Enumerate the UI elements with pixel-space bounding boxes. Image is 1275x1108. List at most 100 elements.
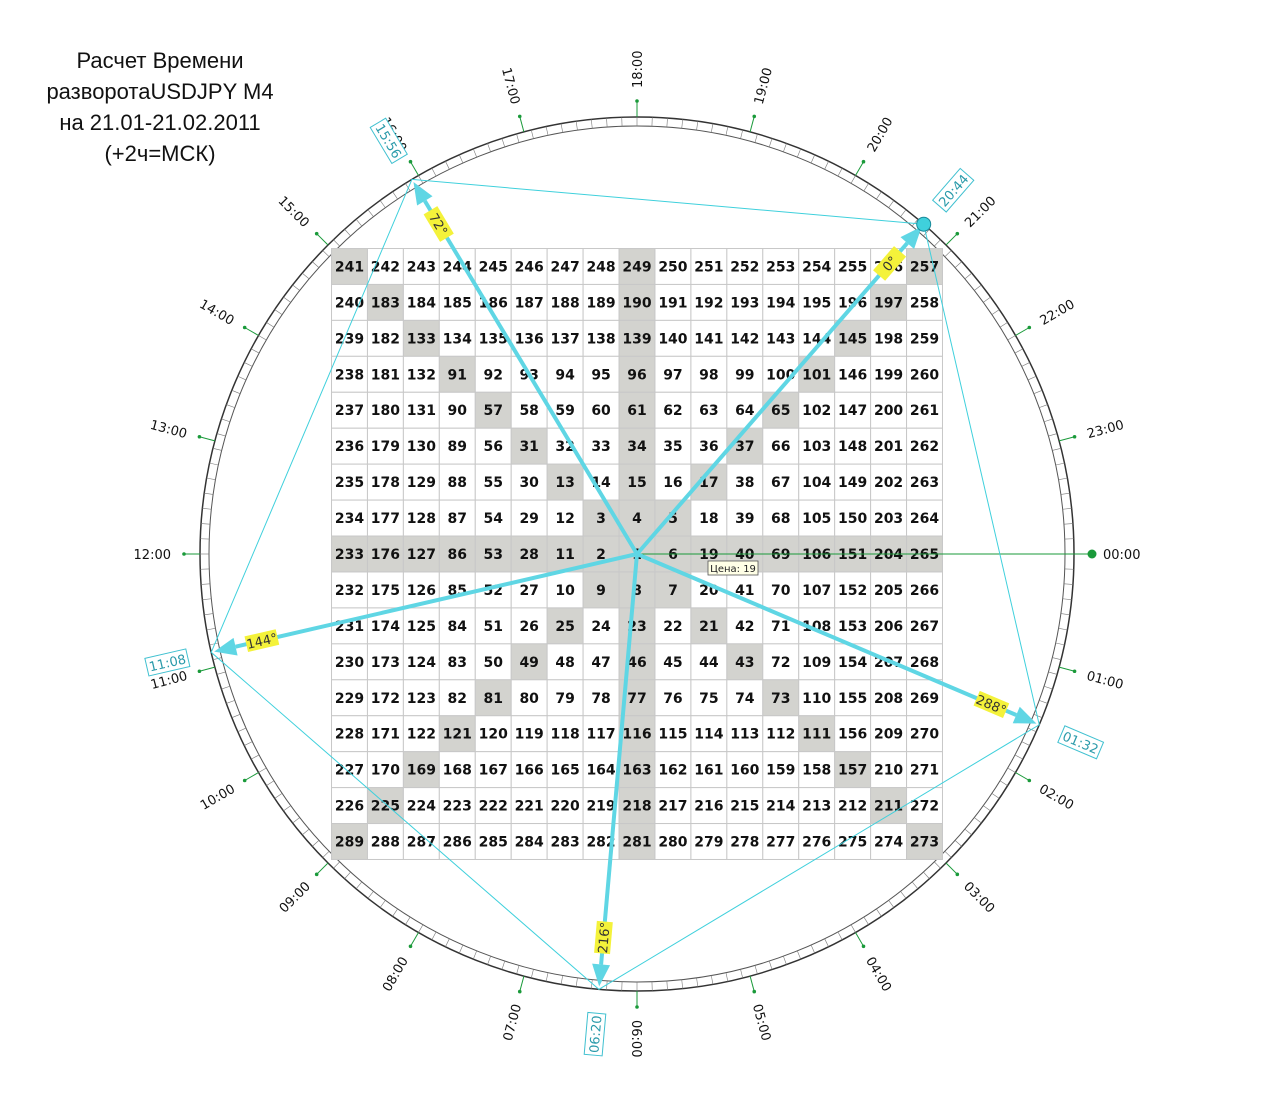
cell-number: 139 (622, 331, 651, 347)
cell-number: 289 (335, 835, 364, 851)
grid-cell (690, 715, 728, 753)
grid-cell (834, 607, 872, 645)
ring-tick (876, 908, 882, 917)
cell-number: 115 (658, 727, 687, 743)
grid-cell (438, 355, 476, 393)
cell-number: 116 (622, 727, 651, 743)
grid-cell (870, 283, 908, 321)
cell-number: 69 (771, 547, 790, 563)
grid-cell (546, 571, 584, 609)
cell-number: 53 (483, 547, 502, 563)
time-box (144, 648, 191, 677)
grid-cell (546, 643, 584, 681)
time-box (1057, 725, 1105, 760)
cell-number: 19 (699, 547, 718, 563)
grid-cell (726, 499, 764, 537)
hour-dot (752, 989, 757, 994)
grid-cell (726, 823, 764, 860)
cell-number: 183 (371, 295, 400, 311)
ring-tick (266, 322, 275, 328)
cell-number: 254 (802, 259, 831, 275)
ring-tick (999, 780, 1008, 786)
grid-cell (870, 823, 908, 860)
hour-tick (945, 233, 958, 246)
ring-tick (266, 780, 275, 786)
cell-number: 60 (591, 403, 611, 419)
cell-number: 77 (627, 691, 646, 707)
hour-tick (1015, 327, 1030, 336)
grid-cell (798, 643, 836, 681)
ring-tick (1048, 671, 1058, 675)
arrow-head (413, 181, 433, 206)
cell-number: 252 (730, 259, 759, 275)
cell-number: 63 (699, 403, 718, 419)
grid-cell (402, 463, 440, 501)
cell-number: 161 (694, 763, 723, 779)
cell-number: 3 (596, 511, 606, 527)
cell-number: 82 (448, 691, 467, 707)
cell-number: 143 (766, 331, 795, 347)
time-box (583, 1011, 607, 1057)
ring-tick (392, 191, 398, 200)
ring-tick (560, 123, 563, 133)
grid-cell (510, 715, 548, 753)
ring-tick (876, 191, 882, 200)
hour-label-group: 18:00 (631, 51, 646, 88)
ring-tick (202, 508, 212, 510)
hour-label-group: 02:00 (1036, 782, 1076, 814)
grid-cell (438, 643, 476, 681)
grid-cell (726, 463, 764, 501)
ring-tick (516, 133, 520, 143)
grid-cell (331, 715, 368, 753)
hour-dot (242, 778, 247, 783)
cell-number: 104 (802, 475, 831, 491)
ring-tick (1063, 523, 1073, 525)
ring-tick (606, 118, 608, 128)
ring-tick (725, 972, 729, 982)
grid-cell (870, 463, 908, 501)
hour-label: 13:00 (148, 418, 188, 442)
cell-number: 40 (735, 547, 755, 563)
cell-number: 233 (335, 547, 364, 563)
cell-number: 92 (483, 367, 502, 383)
ring-tick (302, 828, 310, 836)
cell-number: 178 (371, 475, 400, 491)
grid-cell (546, 715, 584, 753)
hour-dot (1027, 778, 1032, 783)
cell-number: 75 (699, 691, 718, 707)
hour-label-group: 03:00 (960, 879, 997, 916)
ring-tick (606, 980, 608, 990)
cell-number: 59 (555, 403, 574, 419)
grid-cell (870, 715, 908, 753)
hour-label: 07:00 (501, 1003, 525, 1043)
ring-tick (473, 950, 477, 960)
ring-tick (934, 861, 941, 869)
ring-tick (837, 931, 843, 940)
hour-label: 15:00 (275, 194, 312, 231)
ring-tick (392, 908, 398, 917)
hour-tick (519, 975, 525, 992)
time-box-group: 01:32 (1057, 725, 1105, 760)
cell-number: 27 (519, 583, 538, 599)
grid-cell (654, 355, 692, 393)
grid-cell (690, 391, 728, 429)
grid-cell (798, 248, 836, 285)
cell-number: 48 (555, 655, 574, 671)
ring-tick (983, 296, 991, 303)
grid-cell (510, 679, 548, 717)
grid-cell (726, 355, 764, 393)
cell-number: 30 (519, 475, 539, 491)
cell-number: 176 (371, 547, 400, 563)
ring-tick (292, 284, 300, 291)
ring-tick (575, 977, 578, 987)
grid-cell (906, 643, 943, 681)
ring-tick (237, 727, 247, 733)
cell-number: 203 (874, 511, 903, 527)
grid-cell (331, 427, 368, 465)
hour-dot (1072, 434, 1077, 439)
ring-tick (1033, 390, 1043, 394)
grid-cell (654, 319, 692, 357)
grid-cell (331, 463, 368, 501)
cell-number: 10 (555, 583, 575, 599)
hour-tick (945, 862, 958, 875)
